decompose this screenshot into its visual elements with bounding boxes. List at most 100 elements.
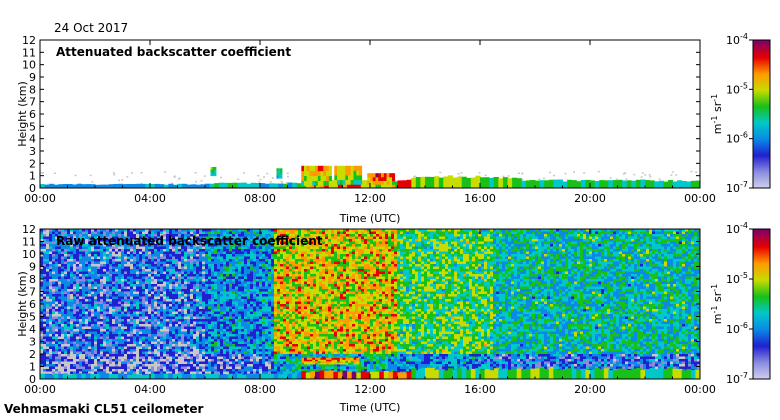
heatmap-cell — [40, 251, 44, 255]
heatmap-cell — [82, 306, 86, 310]
heatmap-cell — [88, 364, 92, 367]
heatmap-cell — [118, 234, 122, 237]
heatmap-cell — [226, 276, 230, 280]
heatmap-cell — [193, 324, 197, 327]
heatmap-cell — [256, 244, 260, 247]
heatmap-cell — [148, 309, 152, 312]
heatmap-cell — [193, 241, 197, 245]
heatmap-cell — [244, 366, 248, 370]
heatmap-cell — [178, 354, 182, 357]
heatmap-cell — [223, 231, 227, 235]
heatmap-cell — [214, 324, 218, 327]
heatmap-cell — [259, 234, 263, 237]
heatmap-cell — [232, 359, 236, 362]
heatmap-cell — [151, 271, 155, 275]
heatmap-cell — [70, 331, 74, 335]
heatmap-cell — [97, 259, 101, 262]
heatmap-cell — [690, 170, 693, 173]
heatmap-cell — [154, 279, 158, 282]
heatmap-cell — [58, 361, 62, 365]
heatmap-cell — [259, 366, 263, 370]
heatmap-cell — [52, 229, 56, 232]
heatmap-cell — [133, 269, 137, 272]
heatmap-cell — [85, 289, 89, 292]
heatmap-cell — [94, 329, 98, 332]
heatmap-cell — [97, 249, 101, 252]
heatmap-cell — [202, 334, 206, 337]
heatmap-cell — [172, 259, 176, 262]
heatmap-cell — [235, 296, 239, 300]
heatmap-cell — [133, 274, 137, 277]
heatmap-cell — [193, 344, 197, 347]
heatmap-cell — [217, 354, 221, 357]
heatmap-cell — [287, 175, 289, 178]
heatmap-cell — [186, 184, 192, 188]
heatmap-cell — [175, 331, 179, 335]
heatmap-cell — [121, 356, 125, 360]
heatmap-cell — [256, 274, 260, 277]
heatmap-cell — [115, 279, 119, 282]
heatmap-cell — [112, 324, 116, 327]
heatmap-cell — [220, 274, 224, 277]
heatmap-cell — [133, 279, 137, 282]
heatmap-cell — [118, 341, 122, 345]
heatmap-cell — [118, 241, 122, 245]
heatmap-cell — [199, 341, 203, 345]
heatmap-cell — [88, 346, 92, 350]
heatmap-cell — [256, 249, 260, 252]
heatmap-cell — [136, 231, 140, 235]
heatmap-cell — [133, 261, 137, 265]
heatmap-cell — [250, 331, 254, 335]
heatmap-cell — [124, 306, 128, 310]
heatmap-cell — [103, 331, 107, 335]
heatmap-cell — [172, 184, 178, 188]
heatmap-cell — [88, 274, 92, 277]
heatmap-cell — [85, 304, 89, 307]
heatmap-cell — [136, 274, 140, 277]
heatmap-cell — [82, 236, 86, 240]
heatmap-cell — [64, 344, 68, 347]
heatmap-cell — [127, 339, 131, 342]
heatmap-cell — [43, 359, 47, 362]
heatmap-cell — [196, 309, 200, 312]
heatmap-cell — [103, 244, 107, 247]
heatmap-cell — [40, 294, 44, 297]
heatmap-cell — [172, 234, 176, 237]
heatmap-cell — [223, 281, 227, 285]
heatmap-cell — [187, 284, 191, 287]
heatmap-cell — [157, 356, 161, 360]
heatmap-cell — [217, 284, 221, 287]
heatmap-cell — [55, 334, 59, 337]
heatmap-cell — [130, 304, 134, 307]
heatmap-cell — [172, 229, 176, 232]
heatmap-cell — [100, 326, 104, 330]
heatmap-cell — [217, 234, 221, 237]
heatmap-cell — [91, 261, 95, 265]
heatmap-cell — [127, 371, 131, 375]
heatmap-cell — [208, 291, 212, 295]
heatmap-cell — [133, 334, 137, 337]
heatmap-cell — [196, 284, 200, 287]
heatmap-cell — [85, 284, 89, 287]
heatmap-cell — [175, 294, 179, 297]
heatmap-cell — [52, 274, 56, 277]
y-tick-label: 9 — [29, 71, 36, 84]
heatmap-cell — [187, 369, 191, 372]
heatmap-cell — [142, 279, 146, 282]
heatmap-cell — [46, 299, 50, 302]
heatmap-cell — [97, 324, 101, 327]
heatmap-cell — [542, 177, 545, 180]
heatmap-cell — [259, 309, 263, 312]
heatmap-cell — [235, 261, 239, 265]
heatmap-cell — [52, 281, 56, 285]
heatmap-cell — [178, 231, 182, 235]
heatmap-cell — [241, 276, 245, 280]
heatmap-cell — [70, 339, 74, 342]
heatmap-cell — [229, 279, 233, 282]
heatmap-cell — [151, 286, 155, 290]
heatmap-cell — [136, 316, 140, 320]
heatmap-cell — [205, 244, 209, 247]
heatmap-cell — [130, 269, 134, 272]
heatmap-cell — [196, 249, 200, 252]
heatmap-cell — [259, 329, 263, 332]
